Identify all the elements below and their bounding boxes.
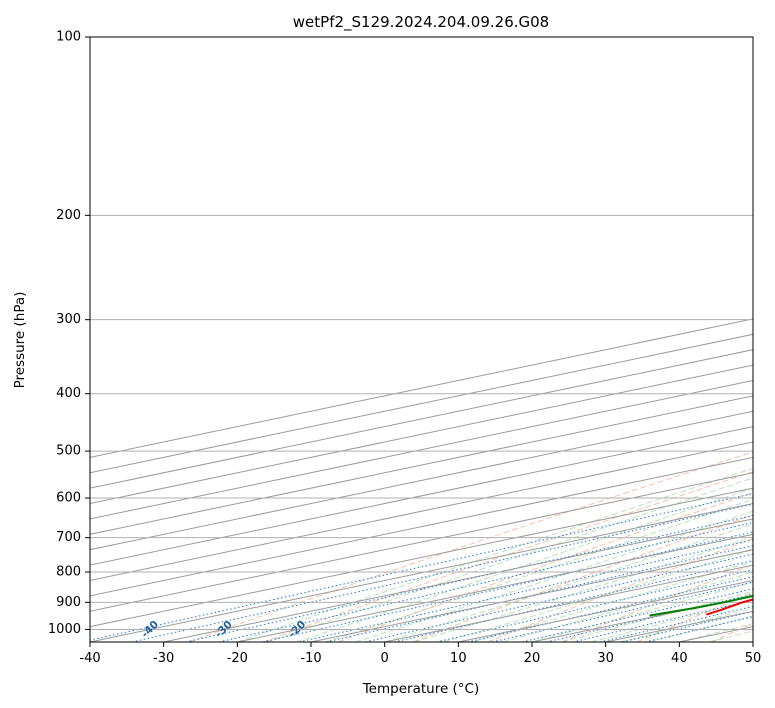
x-tick-label: -30 (153, 651, 174, 666)
x-tick-label: -10 (300, 651, 321, 666)
x-tick-label: 50 (745, 651, 762, 666)
dry-adiabat-line (338, 492, 753, 642)
moist-adiabat-line (266, 477, 753, 642)
dry-adiabats (188, 451, 753, 642)
isotherm-line (90, 487, 753, 628)
mixing-ratio-line (218, 522, 753, 642)
x-tick-label: 10 (450, 651, 467, 666)
x-tick-label: -40 (79, 651, 100, 666)
dry-adiabat-line (188, 451, 753, 642)
y-tick-label: 1000 (48, 622, 81, 637)
isotherm-line (90, 503, 753, 642)
x-tick-label: 20 (524, 651, 541, 666)
x-tick-label: 30 (597, 651, 614, 666)
moist-adiabat-line (296, 487, 753, 642)
y-tick-label: 200 (56, 208, 81, 223)
plot-frame (89, 36, 754, 643)
moist-adiabat-line (472, 560, 753, 642)
y-tick-label: 900 (56, 595, 81, 610)
y-tick-label: 600 (56, 491, 81, 506)
dry-adiabat-line (263, 471, 753, 642)
y-tick-label: 500 (56, 444, 81, 459)
plot-area: -100-90-80-70-60-50-40-30-20-10010203040… (90, 37, 753, 642)
y-tick-label: 400 (56, 386, 81, 401)
isotherm-line (90, 472, 753, 612)
isotherm-line (90, 441, 753, 581)
isotherm-line (90, 333, 753, 474)
isotherms (90, 318, 753, 642)
x-tick-label: 40 (671, 651, 688, 666)
mixing-ratio-line (131, 503, 753, 642)
isotherm-line (90, 456, 753, 597)
isotherm-line (237, 533, 753, 642)
mixing-ratio-line (262, 531, 753, 642)
mixing-ratio-line (572, 599, 753, 642)
x-axis-label: Temperature (°C) (362, 681, 480, 697)
moist-adiabat-line (384, 523, 753, 642)
y-tick-label: 100 (56, 30, 81, 45)
moist-adiabat-line (237, 467, 753, 642)
mixing-ratio-line (599, 605, 753, 642)
moist-adiabat-line (443, 549, 753, 642)
isobars (90, 37, 753, 630)
y-tick-label: 800 (56, 565, 81, 580)
isotherm-line (90, 410, 753, 551)
chart-title: wetPf2_S129.2024.204.09.26.G08 (293, 13, 549, 32)
isotherm-line (90, 318, 753, 458)
x-tick-label: 0 (381, 651, 389, 666)
mixing-ratio-line (299, 539, 753, 642)
y-tick-label: 700 (56, 530, 81, 545)
moist-adiabat-line (355, 510, 753, 642)
isotherm-line (163, 518, 753, 642)
y-axis-ticks: 100 200 300 400 500 600 700 800 900 1000 (48, 30, 90, 637)
y-tick-label: 300 (56, 312, 81, 327)
mixing-ratio-line (325, 545, 753, 642)
isotherm-line (90, 426, 753, 566)
y-axis-label: Pressure (hPa) (12, 292, 28, 389)
x-tick-label: -20 (227, 651, 248, 666)
x-axis-ticks: -40 -30 -20 -10 0 10 20 30 40 50 (79, 642, 761, 666)
